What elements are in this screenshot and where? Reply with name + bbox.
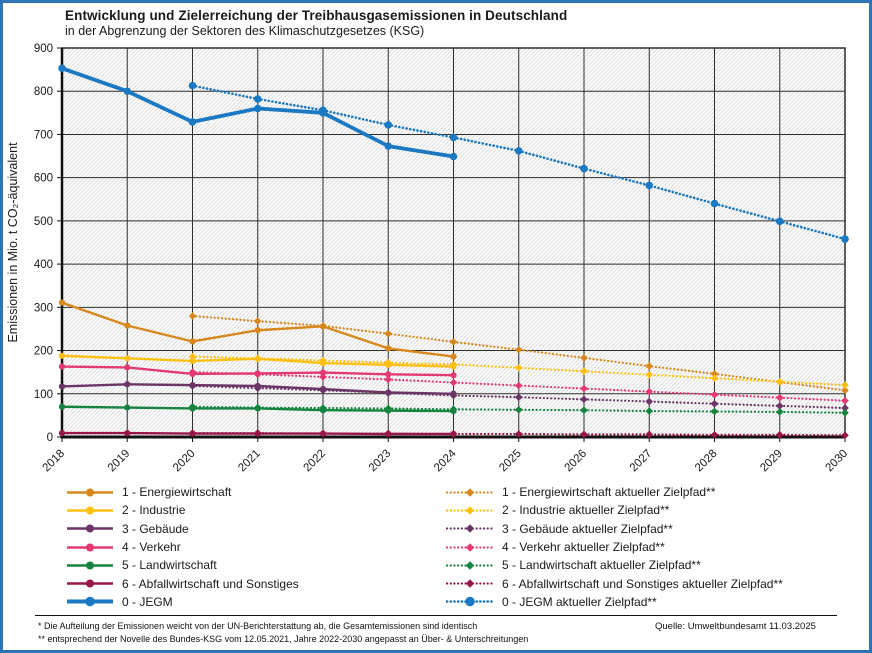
legend-line-icon-verkehr_ziel — [446, 542, 494, 552]
y-tick-label: 600 — [34, 173, 53, 185]
x-tick-label: 2021 — [236, 448, 263, 475]
legend-item-gebaeude_ziel: 3 - Gebäude aktueller Zielpfad** — [446, 520, 783, 538]
legend-line-icon-industrie — [67, 506, 113, 515]
source-note: Quelle: Umweltbundesamt 11.03.2025 — [655, 621, 816, 632]
legend-line-icon-jegm_ziel — [446, 597, 494, 607]
legend-line-icon-industrie_ziel — [446, 506, 494, 515]
x-tick-label: 2019 — [106, 448, 133, 475]
legend-item-verkehr_ziel: 4 - Verkehr aktueller Zielpfad** — [446, 538, 783, 556]
y-tick-label: 0 — [47, 432, 53, 444]
chart-subtitle: in der Abgrenzung der Sektoren des Klima… — [65, 24, 425, 38]
chart-title: Entwicklung und Zielerreichung der Treib… — [65, 8, 568, 23]
chart-title-block: Entwicklung und Zielerreichung der Treib… — [65, 8, 567, 39]
legend-label: 6 - Abfallwirtschaft und Sonstiges aktue… — [502, 576, 783, 591]
legend-item-energie_ziel: 1 - Energiewirtschaft aktueller Zielpfad… — [446, 483, 783, 501]
legend-line-icon-energie — [67, 488, 113, 497]
legend-line-icon-jegm — [67, 597, 113, 607]
series-landwirtschaft — [58, 403, 457, 415]
footer-divider — [35, 615, 837, 616]
footnote-1: * Die Aufteilung der Emissionen weicht v… — [38, 621, 478, 631]
legend-label: 2 - Industrie aktueller Zielpfad** — [502, 503, 670, 518]
legend-label: 4 - Verkehr aktueller Zielpfad** — [502, 540, 665, 555]
legend-label: 4 - Verkehr — [122, 540, 181, 555]
legend-item-industrie: 2 - Industrie — [66, 501, 299, 519]
x-tick-label: 2030 — [824, 448, 851, 475]
x-tick-label: 2025 — [497, 448, 524, 475]
emissions-line-chart: 0 100 200 300 400 500 600 700 800 900 2018 2019 2020… — [6, 43, 851, 475]
x-tick-label: 2026 — [563, 448, 590, 475]
y-tick-label: 200 — [34, 346, 53, 358]
series-industrie — [58, 352, 457, 370]
x-tick-label: 2020 — [171, 448, 198, 475]
y-tick-label: 800 — [34, 86, 53, 98]
series-verkehr — [58, 363, 457, 379]
series-energie — [58, 299, 457, 360]
legend-actual-series: 1 - Energiewirtschaft 2 - Industrie 3 - Ge… — [66, 483, 299, 611]
legend-item-energie: 1 - Energiewirtschaft — [66, 483, 299, 501]
legend-item-landwirtschaft: 5 - Landwirtschaft — [66, 556, 299, 574]
legend-label: 5 - Landwirtschaft aktueller Zielpfad** — [502, 558, 701, 573]
legend-item-landwirtschaft_ziel: 5 - Landwirtschaft aktueller Zielpfad** — [446, 556, 783, 574]
legend-label: 5 - Landwirtschaft — [122, 558, 217, 573]
legend-line-icon-gebaeude — [67, 524, 113, 533]
x-tick-label: 2022 — [302, 448, 329, 475]
y-axis-title: Emissionen in Mio. t CO₂-äquivalent — [6, 142, 20, 343]
x-tick-label: 2024 — [432, 447, 459, 474]
y-tick-label: 500 — [34, 216, 53, 228]
legend-label: 2 - Industrie — [122, 503, 186, 518]
legend-label: 1 - Energiewirtschaft — [122, 485, 232, 500]
series-gebaeude — [58, 381, 457, 397]
legend-label: 6 - Abfallwirtschaft und Sonstiges — [122, 576, 299, 591]
legend-line-icon-abfall — [67, 579, 113, 588]
legend-label: 1 - Energiewirtschaft aktueller Zielpfad… — [502, 485, 716, 500]
legend-item-abfall: 6 - Abfallwirtschaft und Sonstiges — [66, 574, 299, 592]
y-tick-label: 900 — [34, 43, 53, 55]
legend-item-gebaeude: 3 - Gebäude — [66, 520, 299, 538]
legend-target-series: 1 - Energiewirtschaft aktueller Zielpfad… — [446, 483, 783, 611]
legend-item-jegm_ziel: 0 - JEGM aktueller Zielpfad** — [446, 593, 783, 611]
series-jegm — [58, 64, 458, 161]
legend-label: 3 - Gebäude aktueller Zielpfad** — [502, 521, 673, 536]
legend-label: 0 - JEGM — [122, 594, 173, 609]
legend-line-icon-verkehr — [67, 543, 113, 552]
y-tick-label: 700 — [34, 129, 53, 141]
legend-item-industrie_ziel: 2 - Industrie aktueller Zielpfad** — [446, 501, 783, 519]
x-tick-label: 2028 — [693, 448, 720, 475]
series-abfall — [58, 429, 457, 438]
legend-item-abfall_ziel: 6 - Abfallwirtschaft und Sonstiges aktue… — [446, 574, 783, 592]
x-tick-label: 2023 — [367, 448, 394, 475]
legend-line-icon-landwirtschaft — [67, 561, 113, 570]
legend-line-icon-energie_ziel — [446, 487, 494, 497]
legend-line-icon-gebaeude_ziel — [446, 524, 494, 533]
x-tick-label: 2029 — [758, 448, 785, 475]
legend-item-jegm: 0 - JEGM — [66, 593, 299, 611]
footnote-2: ** entsprechend der Novelle des Bundes-K… — [38, 633, 529, 644]
y-tick-label: 100 — [34, 389, 53, 401]
legend-label: 3 - Gebäude — [122, 521, 189, 536]
legend-label: 0 - JEGM aktueller Zielpfad** — [502, 594, 657, 609]
legend-line-icon-abfall_ziel — [446, 579, 494, 588]
y-tick-label: 300 — [34, 302, 53, 314]
legend-line-icon-landwirtschaft_ziel — [446, 561, 494, 570]
series-jegm_ziel — [188, 81, 849, 243]
x-tick-label: 2027 — [628, 448, 655, 475]
y-tick-label: 400 — [34, 259, 53, 271]
x-tick-label: 2018 — [41, 448, 68, 475]
legend-item-verkehr: 4 - Verkehr — [66, 538, 299, 556]
footnotes-block: * Die Aufteilung der Emissionen weicht v… — [38, 620, 528, 645]
